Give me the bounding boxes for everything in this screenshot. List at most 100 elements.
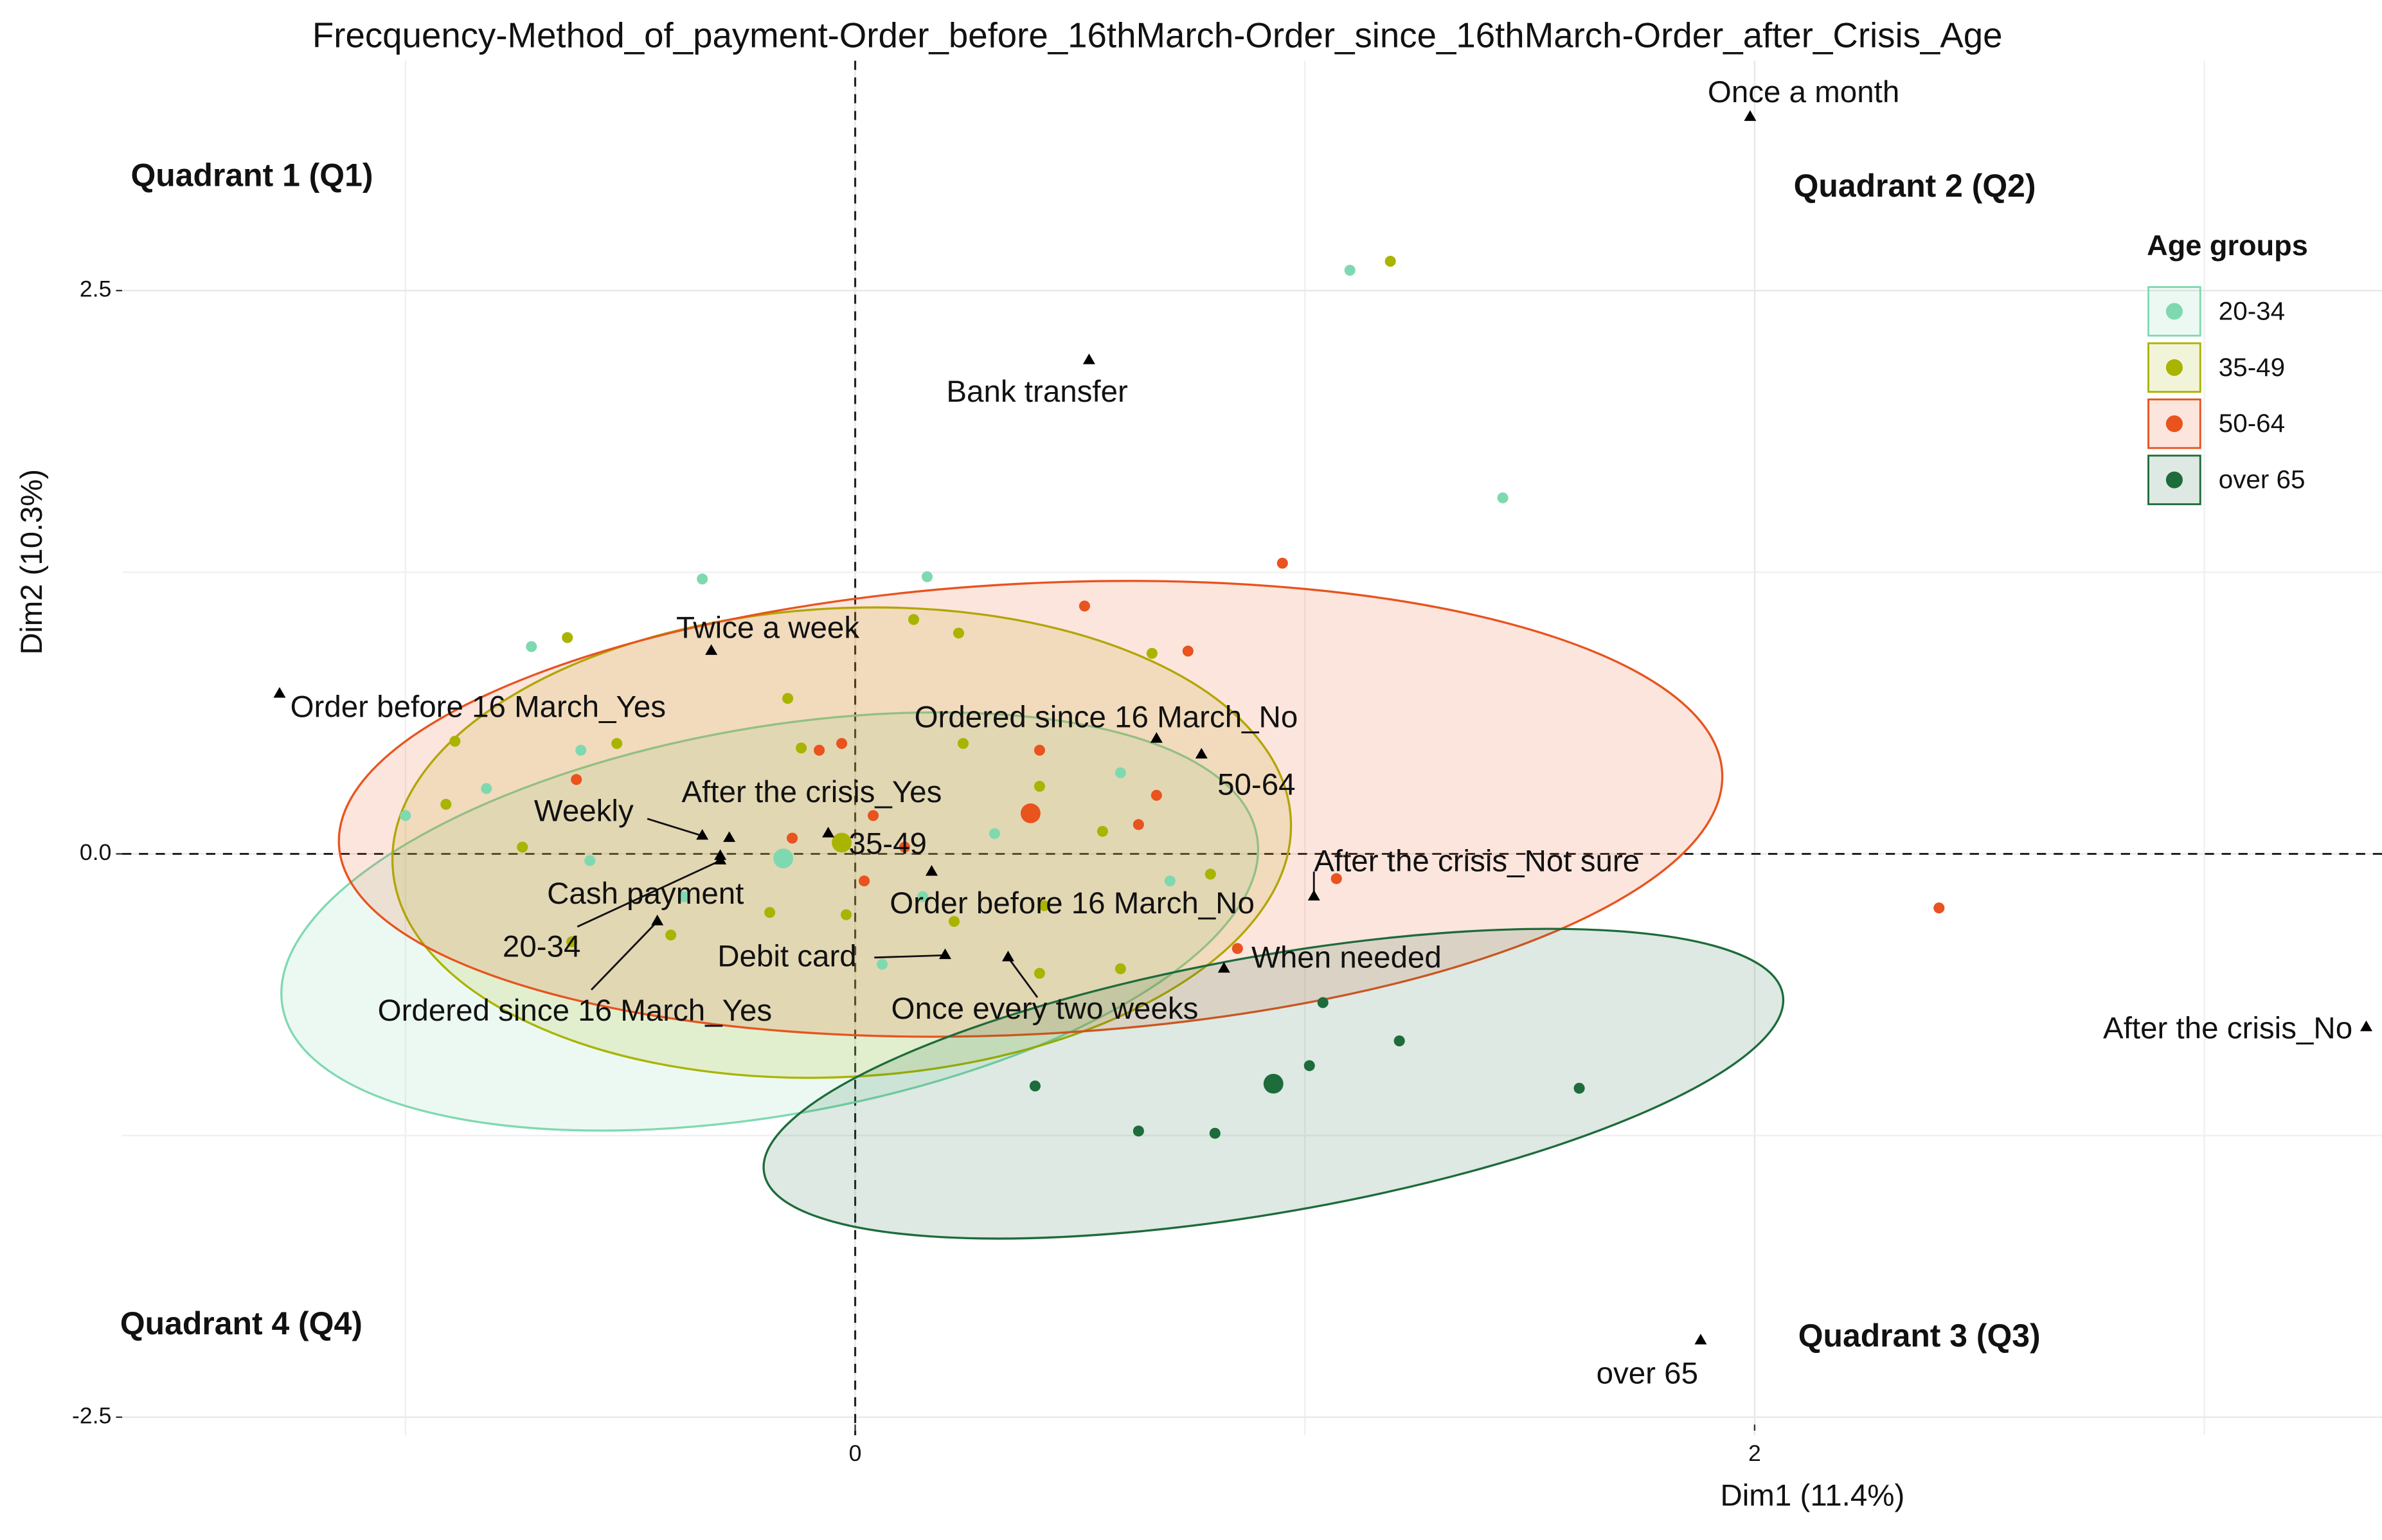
category-label: Once a month	[1708, 75, 1899, 109]
category-label: Bank transfer	[946, 375, 1128, 409]
point	[449, 735, 461, 747]
x-tick-label: 0	[849, 1440, 862, 1466]
category-label: After the crisis_No	[2103, 1012, 2352, 1046]
x-axis-label: Dim1 (11.4%)	[1720, 1478, 1904, 1512]
leader-line	[647, 818, 703, 837]
category-point	[714, 849, 727, 860]
point	[566, 936, 578, 947]
centroid	[1020, 803, 1041, 823]
legend-marker	[2165, 359, 2183, 376]
y-tick-label: 2.5	[80, 276, 112, 302]
category-point	[1694, 1334, 1707, 1345]
point	[1384, 256, 1396, 267]
category-label: Cash payment	[547, 877, 744, 911]
point	[1079, 600, 1090, 612]
point	[562, 632, 573, 643]
category-point	[273, 686, 286, 698]
category-label: After the crisis_Not sure	[1314, 845, 1640, 879]
point	[1393, 1035, 1405, 1046]
category-label: 20-34	[503, 930, 580, 964]
quadrant-label: Quadrant 1 (Q1)	[131, 157, 373, 193]
point	[921, 571, 933, 582]
leader-line	[591, 920, 658, 990]
category-point	[2360, 1020, 2373, 1032]
point	[1164, 875, 1176, 887]
point	[1115, 963, 1126, 974]
category-point	[1001, 951, 1014, 962]
chart-title: Frecquency-Method_of_payment-Order_befor…	[312, 16, 2003, 55]
point	[1933, 902, 1945, 914]
point	[1276, 557, 1288, 569]
category-label: Weekly	[534, 794, 634, 828]
point	[1182, 645, 1194, 657]
point	[1497, 492, 1509, 504]
centroid	[832, 832, 852, 853]
quadrant-label: Quadrant 2 (Q2)	[1794, 168, 2036, 204]
point	[1573, 1082, 1585, 1094]
category-label: Twice a week	[676, 611, 859, 645]
category-point	[723, 831, 736, 842]
point	[1146, 647, 1158, 659]
point	[1133, 819, 1144, 830]
point	[665, 929, 677, 941]
point	[917, 891, 929, 902]
point	[989, 828, 1001, 839]
category-point	[1217, 962, 1230, 973]
category-label: Order before 16 March_Yes	[291, 690, 666, 724]
category-label: Order before 16 March_No	[890, 886, 1255, 920]
point	[526, 641, 537, 652]
point	[948, 916, 960, 927]
category-label: 35-49	[848, 827, 926, 861]
point	[517, 841, 528, 853]
category-label: Debit card	[717, 940, 857, 974]
legend-marker	[2165, 303, 2183, 320]
point	[1133, 1125, 1144, 1137]
category-label: Once every two weeks	[891, 992, 1199, 1026]
point	[814, 744, 825, 756]
legend-label: over 65	[2219, 465, 2306, 494]
point	[953, 627, 965, 639]
point	[1209, 1127, 1221, 1139]
legend-marker	[2165, 415, 2183, 433]
centroid	[773, 848, 794, 868]
point	[1344, 265, 1356, 276]
point	[796, 742, 807, 754]
centroid	[1263, 1073, 1284, 1094]
leader-line	[874, 954, 945, 959]
point	[1303, 1060, 1315, 1071]
legend-label: 35-49	[2219, 353, 2285, 382]
point	[1115, 767, 1126, 778]
point	[1034, 744, 1045, 756]
point	[1097, 825, 1108, 837]
category-point	[651, 915, 664, 926]
category-point	[1195, 748, 1208, 759]
point	[782, 693, 794, 704]
point	[867, 810, 879, 821]
y-tick-label: -2.5	[72, 1402, 111, 1428]
category-label: After the crisis_Yes	[681, 775, 942, 809]
category-point	[705, 644, 718, 655]
point	[908, 614, 920, 625]
category-point	[1082, 354, 1095, 364]
point	[764, 907, 776, 918]
point	[697, 573, 708, 585]
legend-label: 50-64	[2219, 409, 2285, 438]
point	[787, 832, 798, 844]
category-label: 50-64	[1217, 767, 1295, 801]
y-axis-label: Dim2 (10.3%)	[15, 469, 49, 655]
category-point	[1307, 890, 1320, 901]
legend-label: 20-34	[2219, 296, 2285, 325]
point	[679, 891, 690, 902]
point	[1038, 900, 1050, 911]
category-label: Ordered since 16 March_No	[915, 701, 1298, 735]
point	[858, 875, 870, 887]
point	[876, 958, 888, 970]
y-tick-label: 0.0	[80, 839, 112, 865]
leader-line	[577, 859, 721, 928]
legend-title: Age groups	[2147, 229, 2308, 262]
point	[1330, 873, 1342, 884]
category-point	[696, 828, 709, 840]
point	[836, 738, 848, 749]
